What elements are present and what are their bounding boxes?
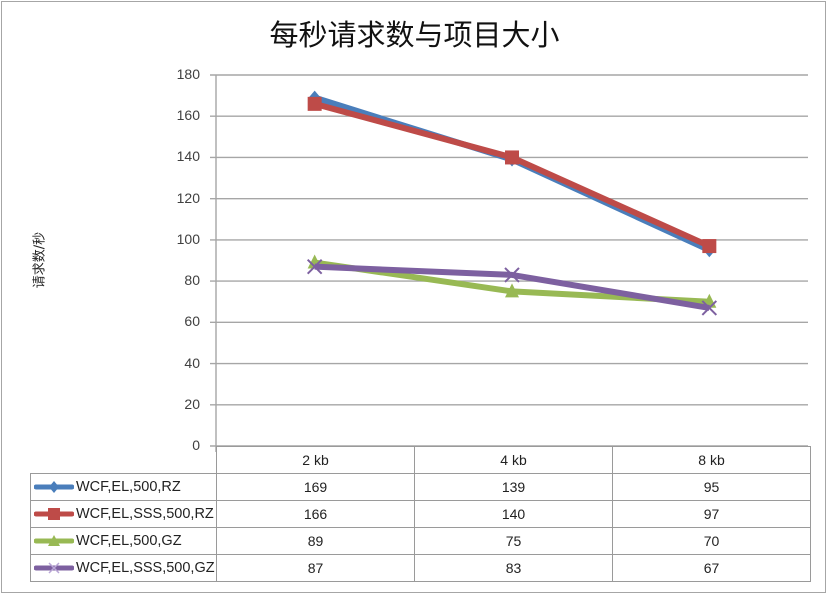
x-marker-icon xyxy=(306,258,323,275)
y-tick-label: 0 xyxy=(192,437,200,453)
column-header: 4 kb xyxy=(414,446,613,474)
legend-label: WCF,EL,500,RZ xyxy=(76,479,181,495)
column-header: 2 kb xyxy=(216,446,415,474)
table-cell: 70 xyxy=(612,527,811,555)
table-cell: 87 xyxy=(216,554,415,582)
y-tick-label: 40 xyxy=(184,354,200,371)
x-marker-icon xyxy=(701,300,718,316)
legend-entry: WCF,EL,500,RZ xyxy=(30,473,217,501)
diamond-marker-icon xyxy=(33,480,75,494)
square-marker-icon xyxy=(307,96,322,111)
table-row: WCF,EL,SSS,500,GZ 87 83 67 xyxy=(30,554,811,582)
triangle-marker-icon xyxy=(33,534,75,548)
column-header: 8 kb xyxy=(612,446,811,474)
data-table: 2 kb 4 kb 8 kb WCF,EL,500,RZ 169 139 95 … xyxy=(30,446,811,582)
table-row: WCF,EL,SSS,500,RZ 166 140 97 xyxy=(30,500,811,528)
chart-title: 每秒请求数与项目大小 xyxy=(269,18,560,52)
x-marker-icon xyxy=(33,561,75,575)
table-cell: 169 xyxy=(216,473,415,501)
table-cell: 95 xyxy=(612,473,811,501)
table-header-row: 2 kb 4 kb 8 kb xyxy=(30,446,811,474)
y-tick-label: 120 xyxy=(176,189,200,206)
table-cell: 139 xyxy=(414,473,613,501)
y-tick-label: 20 xyxy=(184,395,200,412)
x-marker-icon xyxy=(504,267,520,283)
table-row: WCF,EL,500,GZ 89 75 70 xyxy=(30,527,811,555)
y-tick-label: 100 xyxy=(176,230,200,247)
legend-entry: WCF,EL,SSS,500,GZ xyxy=(30,554,217,582)
y-tick-label: 80 xyxy=(184,272,200,289)
y-tick-label: 180 xyxy=(176,66,200,82)
table-cell: 166 xyxy=(216,500,415,528)
legend-label: WCF,EL,SSS,500,RZ xyxy=(76,506,214,522)
legend-label: WCF,EL,500,GZ xyxy=(76,533,182,549)
legend-entry: WCF,EL,SSS,500,RZ xyxy=(30,500,217,528)
triangle-marker-icon xyxy=(505,283,519,298)
table-cell: 83 xyxy=(414,554,613,582)
square-marker-icon xyxy=(702,239,717,254)
table-cell: 67 xyxy=(612,554,811,582)
table-row: WCF,EL,500,RZ 169 139 95 xyxy=(30,473,811,501)
table-corner xyxy=(30,446,217,474)
legend-label: WCF,EL,SSS,500,GZ xyxy=(76,560,215,576)
square-marker-icon xyxy=(505,150,519,165)
y-tick-label: 140 xyxy=(176,148,200,165)
legend-entry: WCF,EL,500,GZ xyxy=(30,527,217,555)
table-cell: 97 xyxy=(612,500,811,528)
square-marker-icon xyxy=(33,507,75,521)
y-tick-label: 160 xyxy=(176,107,200,124)
table-cell: 140 xyxy=(414,500,613,528)
table-cell: 89 xyxy=(216,527,415,555)
table-cell: 75 xyxy=(414,527,613,555)
y-tick-label: 60 xyxy=(184,313,200,330)
